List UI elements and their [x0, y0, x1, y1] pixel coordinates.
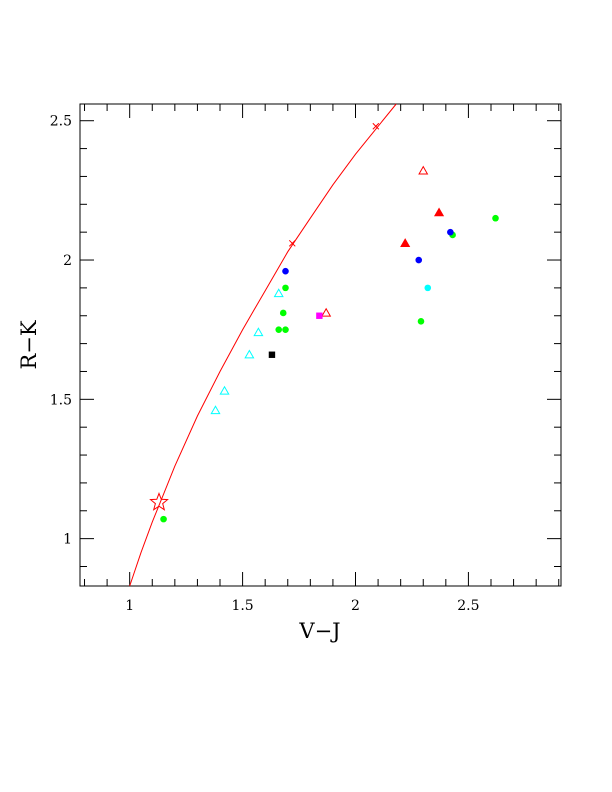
model-curve-layer: [129, 103, 397, 587]
data-point-circle: [279, 309, 287, 317]
data-point-circle: [282, 326, 289, 333]
data-point-triangle-open: [219, 385, 230, 395]
y-axis-label: R−K: [17, 320, 41, 369]
data-point-triangle-open: [321, 307, 332, 317]
data-point-circle: [417, 318, 425, 325]
data-point-circle: [492, 214, 499, 222]
data-point-circle: [275, 326, 283, 333]
y-tick-label: 1.5: [50, 392, 72, 408]
x-tick-label: 1: [125, 598, 134, 614]
plot-frame: [79, 103, 562, 587]
y-tick-label: 1: [63, 532, 72, 548]
x-tick-label: 2.5: [457, 598, 479, 614]
x-tick-label: 2: [351, 598, 360, 614]
data-point-triangle-open: [244, 349, 255, 359]
y-tick-label: 2.5: [50, 114, 72, 130]
tick-labels: 1 1.5 2 2.5 1 1.5 2 2.5: [50, 114, 480, 614]
curve-cross-marker: [288, 239, 296, 247]
data-point-circle: [160, 515, 167, 523]
data-point-triangle-open: [418, 165, 429, 175]
data-point-triangle-open: [273, 288, 284, 298]
x-tick-label: 1.5: [231, 598, 253, 614]
data-point-circle: [447, 228, 454, 236]
x-axis-label: V−J: [298, 619, 340, 643]
data-point-circle: [282, 284, 289, 292]
data-point-triangle-open: [210, 405, 221, 415]
star-marker: [149, 491, 169, 511]
data-point-circle: [415, 256, 423, 264]
axis-ticks: [80, 104, 561, 586]
data-point-circle: [424, 284, 432, 292]
data-point-triangle-open: [253, 327, 264, 337]
y-tick-label: 2: [63, 253, 72, 269]
model-curve-line: [129, 103, 397, 587]
curve-cross-marker: [372, 122, 380, 130]
data-points: [160, 165, 499, 523]
data-point-circle: [282, 267, 289, 275]
data-point-square: [316, 312, 323, 319]
data-point-triangle-filled: [400, 238, 411, 247]
data-point-square: [268, 351, 276, 358]
data-point-triangle-filled: [433, 207, 445, 217]
